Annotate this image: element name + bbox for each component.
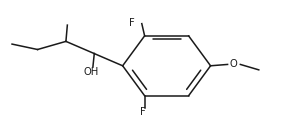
Text: OH: OH [84,67,99,77]
Text: F: F [140,107,146,117]
Text: F: F [129,18,135,28]
Text: O: O [229,59,237,69]
